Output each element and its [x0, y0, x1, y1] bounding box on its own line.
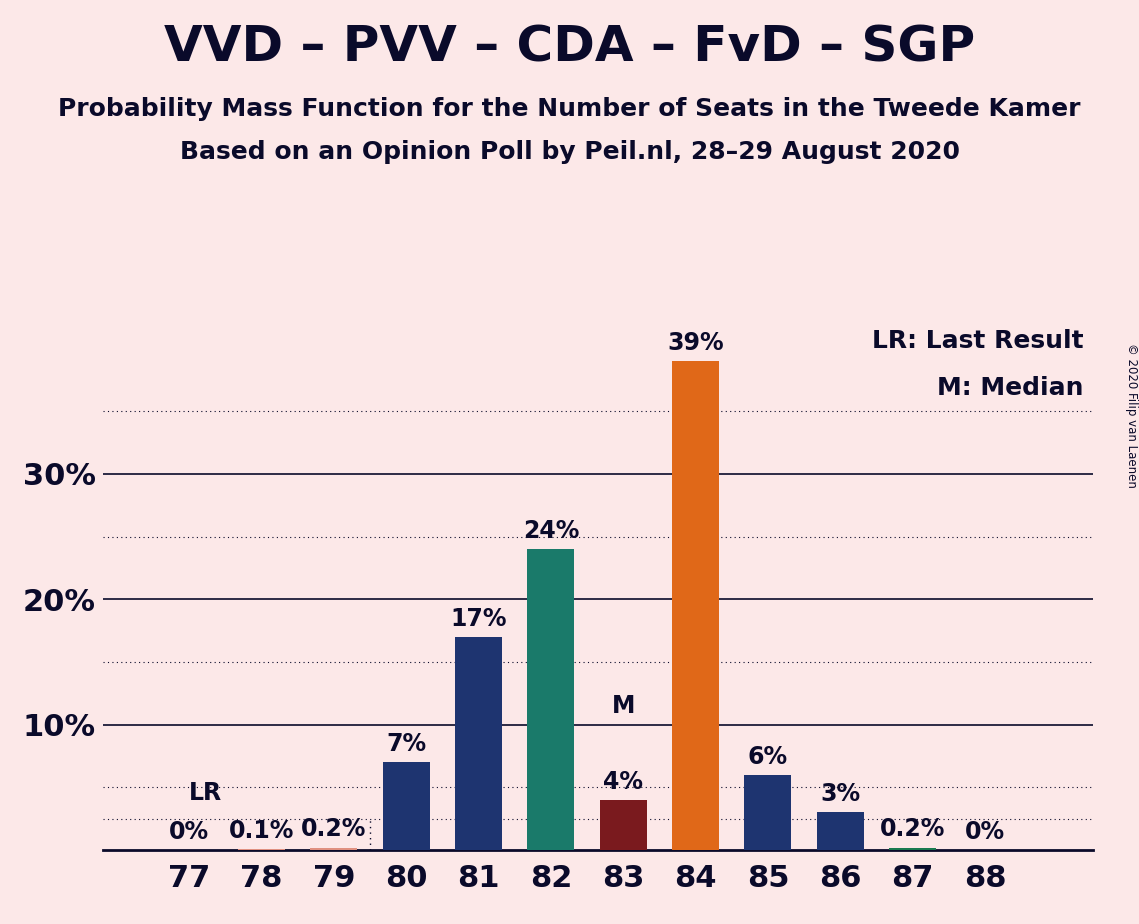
- Text: 0.1%: 0.1%: [229, 819, 294, 843]
- Bar: [311, 847, 358, 850]
- Bar: [600, 800, 647, 850]
- Text: 4%: 4%: [604, 770, 644, 794]
- Bar: [527, 549, 574, 850]
- Text: 0.2%: 0.2%: [302, 818, 367, 841]
- Text: 39%: 39%: [667, 331, 724, 355]
- Text: LR: Last Result: LR: Last Result: [872, 329, 1083, 353]
- Text: 24%: 24%: [523, 519, 579, 543]
- Bar: [238, 849, 285, 850]
- Bar: [456, 637, 502, 850]
- Text: 0%: 0%: [170, 820, 210, 844]
- Bar: [817, 812, 863, 850]
- Text: 0.2%: 0.2%: [880, 818, 945, 841]
- Text: VVD – PVV – CDA – FvD – SGP: VVD – PVV – CDA – FvD – SGP: [164, 23, 975, 71]
- Text: © 2020 Filip van Laenen: © 2020 Filip van Laenen: [1124, 344, 1138, 488]
- Text: 7%: 7%: [386, 732, 426, 756]
- Text: M: M: [612, 695, 634, 719]
- Text: M: Median: M: Median: [937, 376, 1083, 400]
- Bar: [890, 847, 936, 850]
- Text: 6%: 6%: [748, 745, 788, 769]
- Text: 3%: 3%: [820, 783, 860, 806]
- Text: LR: LR: [189, 781, 222, 805]
- Text: Based on an Opinion Poll by Peil.nl, 28–29 August 2020: Based on an Opinion Poll by Peil.nl, 28–…: [180, 140, 959, 164]
- Bar: [745, 775, 792, 850]
- Bar: [672, 361, 719, 850]
- Text: 0%: 0%: [965, 820, 1005, 844]
- Text: 17%: 17%: [450, 607, 507, 631]
- Bar: [383, 762, 429, 850]
- Text: Probability Mass Function for the Number of Seats in the Tweede Kamer: Probability Mass Function for the Number…: [58, 97, 1081, 121]
